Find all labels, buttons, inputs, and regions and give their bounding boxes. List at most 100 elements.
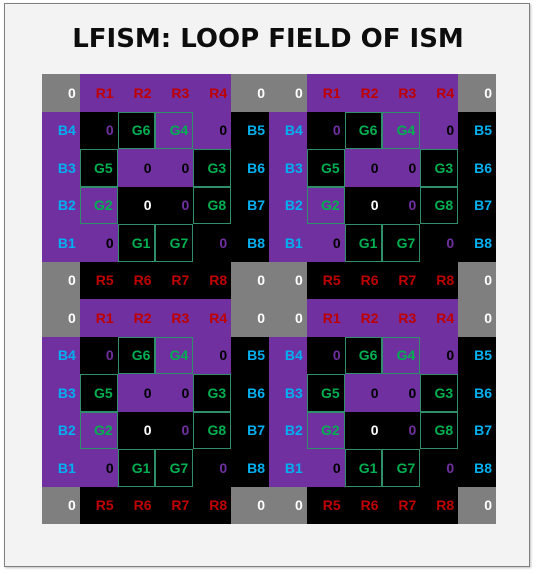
grid-cell-r9-c3: 0 <box>117 374 156 412</box>
grid-cell-r7-c8: R1 <box>306 299 345 337</box>
grid-cell-r5-c1: B1 <box>42 224 80 262</box>
grid-cell-r2-c12: B5 <box>458 111 496 149</box>
grid-cell-r5-c2: 0 <box>79 224 118 262</box>
grid-cell-r10-c9: 0 <box>344 411 383 449</box>
grid-cell-r10-c4: 0 <box>155 411 194 449</box>
grid-cell-r9-c2: G5 <box>79 374 118 412</box>
grid-cell-r4-c10: 0 <box>382 186 421 224</box>
grid-cell-r10-c3: 0 <box>117 411 156 449</box>
grid-cell-r9-c12: B6 <box>458 374 496 412</box>
grid-cell-r11-c12: B8 <box>458 449 496 487</box>
grid-cell-r7-c1: 0 <box>42 299 80 337</box>
grid-cell-r5-c10: G7 <box>382 224 421 262</box>
grid-cell-r3-c5: G3 <box>193 149 232 187</box>
grid-cell-r3-c7: B3 <box>268 149 307 187</box>
grid-cell-r4-c12: B7 <box>458 186 496 224</box>
grid-cell-r1-c7: 0 <box>268 74 307 112</box>
grid-cell-r8-c5: 0 <box>193 336 232 374</box>
grid-cell-r5-c3: G1 <box>117 224 156 262</box>
grid-cell-r11-c5: 0 <box>193 449 232 487</box>
grid-cell-r5-c12: B8 <box>458 224 496 262</box>
page-title: LFISM: LOOP FIELD OF ISM <box>72 24 464 54</box>
grid-cell-r3-c6: B6 <box>231 149 269 187</box>
grid-cell-r6-c5: R8 <box>193 261 232 299</box>
grid-cell-r12-c5: R8 <box>193 486 232 524</box>
grid-cell-r6-c12: 0 <box>458 261 496 299</box>
grid-cell-r8-c8: 0 <box>306 336 345 374</box>
grid-cell-r1-c8: R1 <box>306 74 345 112</box>
grid-cell-r2-c7: B4 <box>268 111 307 149</box>
grid-cell-r9-c6: B6 <box>231 374 269 412</box>
grid-cell-r8-c10: G4 <box>382 336 421 374</box>
grid-cell-r2-c8: 0 <box>306 111 345 149</box>
grid-cell-r7-c10: R3 <box>382 299 421 337</box>
grid-cell-r1-c6: 0 <box>231 74 269 112</box>
grid-cell-r9-c1: B3 <box>42 374 80 412</box>
grid-cell-r10-c7: B2 <box>268 411 307 449</box>
grid-cell-r3-c12: B6 <box>458 149 496 187</box>
grid-cell-r5-c6: B8 <box>231 224 269 262</box>
grid-cell-r10-c12: B7 <box>458 411 496 449</box>
grid-cell-r1-c2: R1 <box>79 74 118 112</box>
grid-cell-r5-c8: 0 <box>306 224 345 262</box>
grid-cell-r7-c3: R2 <box>117 299 156 337</box>
grid-cell-r9-c4: 0 <box>155 374 194 412</box>
grid-cell-r5-c5: 0 <box>193 224 232 262</box>
grid-cell-r6-c4: R7 <box>155 261 194 299</box>
grid-cell-r12-c4: R7 <box>155 486 194 524</box>
grid-cell-r12-c9: R6 <box>344 486 383 524</box>
grid-cell-r7-c2: R1 <box>79 299 118 337</box>
grid-cell-r12-c3: R6 <box>117 486 156 524</box>
grid-cell-r4-c1: B2 <box>42 186 80 224</box>
grid-cell-r2-c1: B4 <box>42 111 80 149</box>
grid-cell-r2-c9: G6 <box>344 111 383 149</box>
grid-cell-r11-c2: 0 <box>79 449 118 487</box>
loop-field-grid: 0 R1 R2 R3 R4 0 0 R1 R2 R3 R4 0 B4 0 G6 G4 0 B5 B4 0 G6 G4 0 B5… <box>42 74 496 524</box>
grid-cell-r4-c9: 0 <box>344 186 383 224</box>
grid-cell-r7-c11: R4 <box>420 299 459 337</box>
grid-cell-r4-c7: B2 <box>268 186 307 224</box>
grid-cell-r5-c4: G7 <box>155 224 194 262</box>
grid-cell-r9-c9: 0 <box>344 374 383 412</box>
grid-cell-r8-c4: G4 <box>155 336 194 374</box>
grid-cell-r2-c6: B5 <box>231 111 269 149</box>
grid-cell-r3-c9: 0 <box>344 149 383 187</box>
grid-cell-r4-c11: G8 <box>420 186 459 224</box>
grid-cell-r1-c1: 0 <box>42 74 80 112</box>
grid-cell-r5-c7: B1 <box>268 224 307 262</box>
grid-cell-r6-c9: R6 <box>344 261 383 299</box>
grid-cell-r11-c9: G1 <box>344 449 383 487</box>
grid-cell-r1-c4: R3 <box>155 74 194 112</box>
grid-cell-r9-c11: G3 <box>420 374 459 412</box>
grid-cell-r6-c6: 0 <box>231 261 269 299</box>
grid-cell-r6-c11: R8 <box>420 261 459 299</box>
grid-cell-r12-c2: R5 <box>79 486 118 524</box>
grid-cell-r6-c1: 0 <box>42 261 80 299</box>
grid-cell-r9-c7: B3 <box>268 374 307 412</box>
grid-cell-r7-c4: R3 <box>155 299 194 337</box>
grid-cell-r12-c12: 0 <box>458 486 496 524</box>
grid-cell-r6-c2: R5 <box>79 261 118 299</box>
grid-cell-r7-c12: 0 <box>458 299 496 337</box>
grid-cell-r5-c9: G1 <box>344 224 383 262</box>
grid-cell-r10-c11: G8 <box>420 411 459 449</box>
grid-cell-r5-c11: 0 <box>420 224 459 262</box>
grid-cell-r11-c3: G1 <box>117 449 156 487</box>
grid-cell-r3-c1: B3 <box>42 149 80 187</box>
grid-cell-r11-c10: G7 <box>382 449 421 487</box>
grid-cell-r7-c5: R4 <box>193 299 232 337</box>
grid-cell-r6-c10: R7 <box>382 261 421 299</box>
grid-cell-r10-c1: B2 <box>42 411 80 449</box>
grid-cell-r12-c11: R8 <box>420 486 459 524</box>
grid-cell-r12-c1: 0 <box>42 486 80 524</box>
grid-cell-r11-c6: B8 <box>231 449 269 487</box>
grid-cell-r8-c12: B5 <box>458 336 496 374</box>
grid-cell-r9-c8: G5 <box>306 374 345 412</box>
grid-cell-r1-c11: R4 <box>420 74 459 112</box>
grid-cell-r4-c6: B7 <box>231 186 269 224</box>
grid-cell-r7-c7: 0 <box>268 299 307 337</box>
grid-cell-r10-c8: G2 <box>306 411 345 449</box>
grid-cell-r2-c10: G4 <box>382 111 421 149</box>
grid-cell-r2-c4: G4 <box>155 111 194 149</box>
grid-cell-r8-c2: 0 <box>79 336 118 374</box>
